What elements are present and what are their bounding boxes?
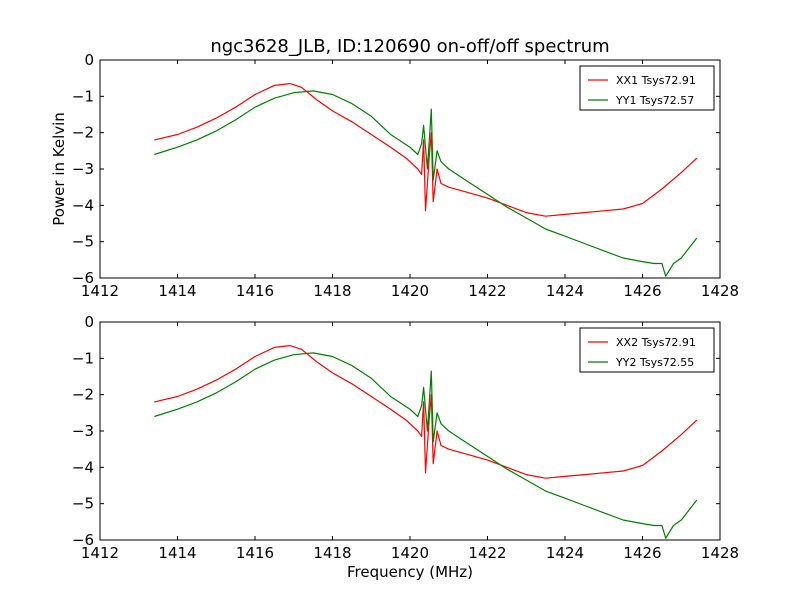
x-tick-label: 1416 — [236, 544, 274, 562]
legend-label: YY2 Tsys72.55 — [615, 356, 694, 369]
y-tick-label: 0 — [84, 51, 94, 69]
legend-box — [579, 65, 715, 111]
x-tick-label: 1418 — [313, 544, 351, 562]
legend-label: XX2 Tsys72.91 — [616, 336, 696, 349]
x-tick-label: 1418 — [313, 282, 351, 300]
x-tick-label: 1422 — [468, 282, 506, 300]
y-tick-label: −6 — [72, 269, 94, 287]
y-tick-label: −3 — [72, 160, 94, 178]
x-tick-label: 1426 — [623, 544, 661, 562]
legend-2: XX2 Tsys72.91 YY2 Tsys72.55 — [579, 327, 715, 373]
legend-box — [579, 327, 715, 373]
x-tick-label: 1428 — [701, 544, 739, 562]
x-tick-label: 1424 — [546, 544, 584, 562]
panel-1: 1412 1414 1416 1418 1420 1422 1424 1426 1428 0 −1 −… — [72, 51, 739, 300]
y-tick-label: −6 — [72, 531, 94, 549]
y-tick-label: −5 — [72, 495, 94, 513]
panel-2: 1412 1414 1416 1418 1420 1422 1424 1426 1428 0 −1 −… — [72, 313, 739, 562]
y-tick-label: 0 — [84, 313, 94, 331]
x-tick-label: 1414 — [158, 282, 196, 300]
y-tick-label: −4 — [72, 196, 94, 214]
x-tick-label: 1428 — [701, 282, 739, 300]
x-tick-label: 1412 — [81, 544, 119, 562]
chart-title: ngc3628_JLB, ID:120690 on-off/off spectr… — [210, 36, 609, 57]
x-tick-label: 1414 — [158, 544, 196, 562]
y-axis-label: Power in Kelvin — [50, 112, 68, 226]
y-tick-label: −5 — [72, 233, 94, 251]
legend-label: YY1 Tsys72.57 — [615, 94, 694, 107]
x-tick-label: 1420 — [391, 282, 429, 300]
x-tick-label: 1422 — [468, 544, 506, 562]
x-tick-label: 1416 — [236, 282, 274, 300]
x-axis-label: Frequency (MHz) — [347, 563, 473, 581]
y-tick-label: −1 — [72, 87, 94, 105]
y-tick-label: −2 — [72, 124, 94, 142]
series-line-2-1 — [154, 345, 698, 479]
y-tick-label: −3 — [72, 422, 94, 440]
x-tick-label: 1424 — [546, 282, 584, 300]
x-tick-label: 1426 — [623, 282, 661, 300]
series-line-2-2 — [154, 352, 698, 539]
y-tick-label: −4 — [72, 458, 94, 476]
x-tick-label: 1412 — [81, 282, 119, 300]
x-tick-label: 1420 — [391, 544, 429, 562]
series-line-1-2 — [154, 90, 698, 277]
legend-1: XX1 Tsys72.91 YY1 Tsys72.57 — [579, 65, 715, 111]
y-tick-label: −2 — [72, 386, 94, 404]
y-tick-label: −1 — [72, 349, 94, 367]
legend-label: XX1 Tsys72.91 — [616, 74, 696, 87]
series-line-1-1 — [154, 82, 698, 217]
